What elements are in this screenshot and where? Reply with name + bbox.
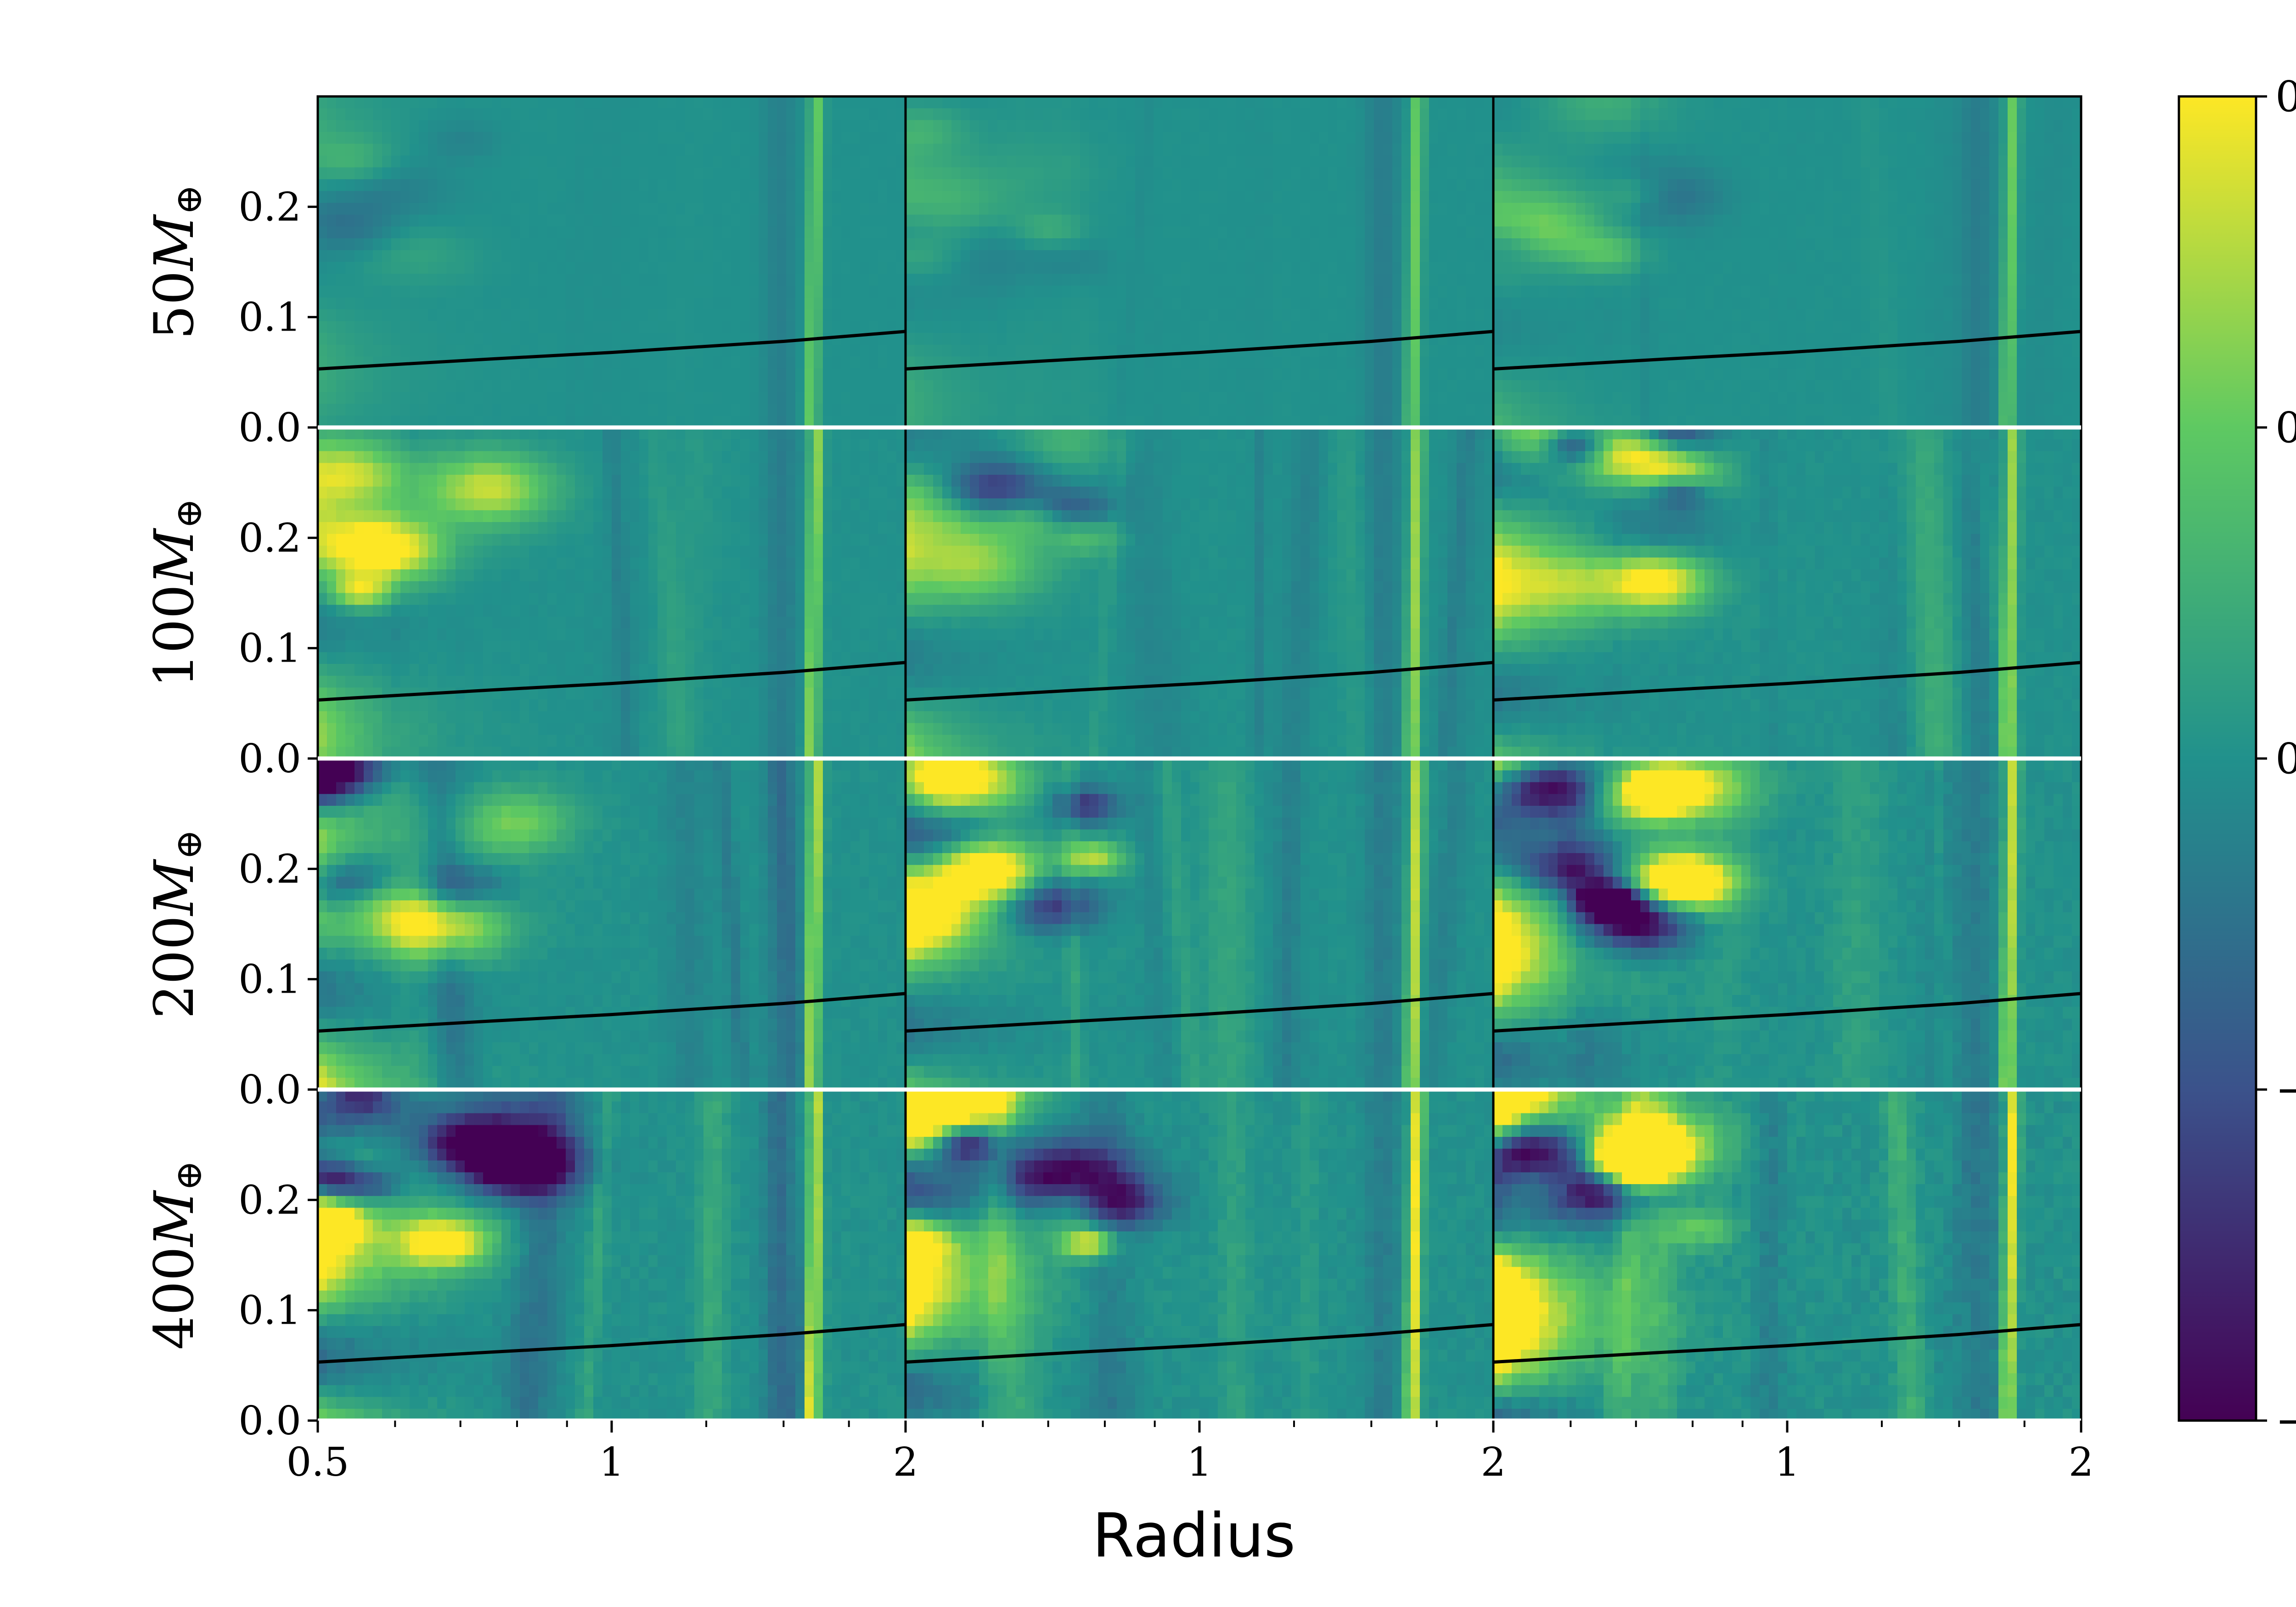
y-tick-label: 0.1 [238,957,301,1003]
panel-row4-col3 [1493,1090,2082,1422]
y-tick-label: 0.1 [238,295,301,341]
y-tick-label: 0.1 [238,626,301,672]
panel-row4-col2 [905,1090,1494,1422]
y-tick-label: 0.2 [238,846,301,892]
black-line [905,1323,1494,1364]
x-tick-label: 2 [2069,1439,2094,1485]
panel-row4-col1 [317,1090,906,1422]
colorbar: 0.500.250.00−0.25−0.50Δρcut/ ⟨ρ⟩φ,ring [2178,72,2296,1445]
x-tick-label: 2 [893,1439,918,1485]
colorbar-tick-label: 0.50 [2275,72,2296,121]
black-line [905,330,1494,371]
panel-row3-col1 [317,759,906,1090]
x-tick-label: 1 [1775,1439,1800,1485]
black-line [317,1323,906,1364]
y-tick-label: 0.0 [238,1398,301,1444]
panel-row3-col3 [1493,759,2082,1090]
panel-row2-col2 [905,427,1494,759]
colorbar-tick-label: −0.25 [2275,1065,2296,1114]
row-label: 400M⊕ [142,1160,210,1350]
panel-row1-col1 [317,96,906,428]
colorbar-gradient [2178,95,2257,1422]
row-label: 200M⊕ [142,829,210,1019]
black-line [905,992,1494,1033]
black-line [1493,1323,2082,1364]
colorbar-tick-label: −0.50 [2275,1396,2296,1445]
x-tick-label: 1 [599,1439,625,1485]
row-labels: 50M⊕ 100M⊕ 200M⊕ 400M⊕ [142,184,210,1350]
black-line [317,330,906,371]
heatmap-panels: 0.0 0.1 0.2 0.0 0.1 0.2 0.0 0.1 0.2 0.0 0.1 0.2 [238,95,2082,1444]
y-tick-label: 0.0 [238,736,301,782]
x-tick-label: 2 [1481,1439,1506,1485]
y-tick-label: 0.2 [238,1177,301,1223]
panel-row1-col2 [905,96,1494,428]
row-label: 100M⊕ [142,498,210,688]
y-tick-label: 0.2 [238,515,301,561]
y-tick-label: 0.0 [238,405,301,451]
panel-row1-col3 [1493,96,2082,428]
x-axis-label: Radius [1092,1500,1296,1571]
panel-row2-col3 [1493,427,2082,759]
y-tick-label: 0.2 [238,184,301,230]
colorbar-tick-label: 0.25 [2275,403,2296,452]
y-tick-label: 0.1 [238,1288,301,1334]
black-line [1493,330,2082,371]
black-line [905,661,1494,702]
black-line [1493,661,2082,702]
x-tick-label: 1 [1187,1439,1212,1485]
x-tick-label: 0.5 [287,1439,349,1485]
black-line [317,661,906,702]
y-tick-label: 0.0 [238,1067,301,1113]
row-label: 50M⊕ [142,184,210,339]
black-line [317,992,906,1033]
x-axis: 0.5 1 2 1 2 1 2 [287,1421,2094,1485]
black-line [1493,992,2082,1033]
panel-row3-col2 [905,759,1494,1090]
colorbar-tick-label: 0.00 [2275,734,2296,783]
panel-row2-col1 [317,427,906,759]
